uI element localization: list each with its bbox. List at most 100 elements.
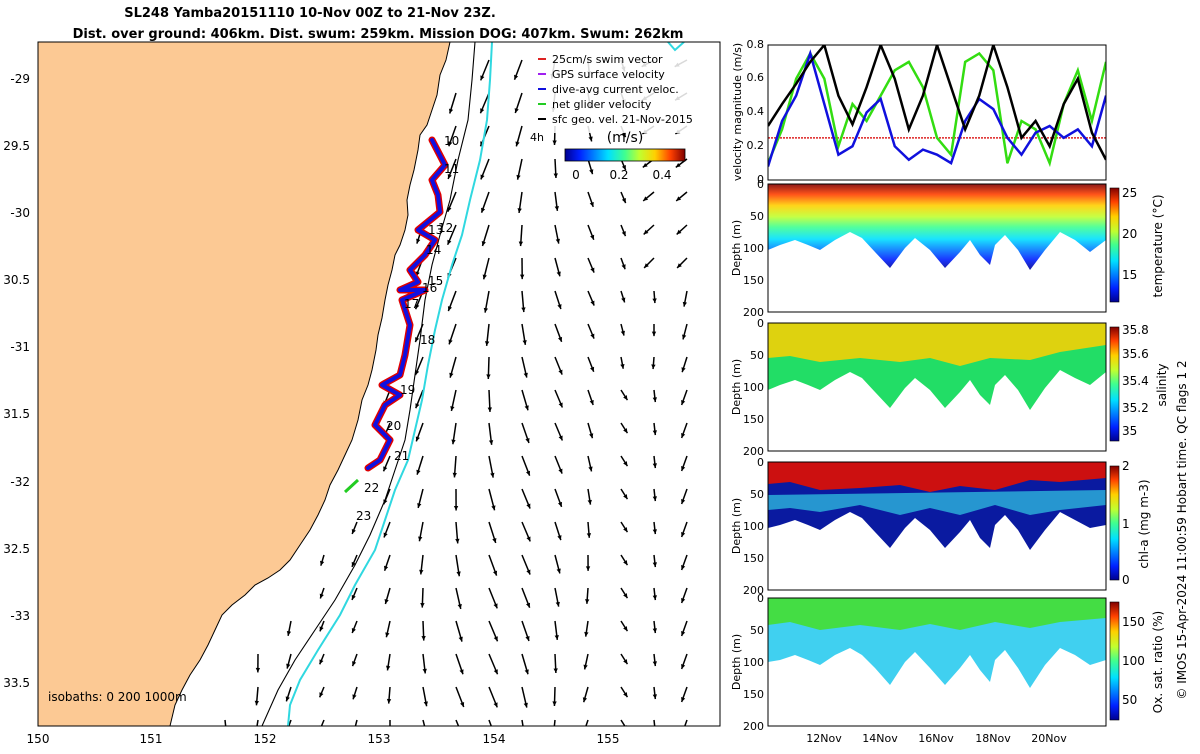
x-tick-label: 18Nov bbox=[975, 732, 1011, 745]
day-label: 13 bbox=[428, 223, 443, 237]
y-tick-label: -29 bbox=[10, 72, 30, 86]
velocity-point bbox=[1035, 120, 1036, 121]
velocity-point bbox=[965, 120, 966, 121]
velocity-point bbox=[1021, 120, 1022, 121]
y-tick-label: 150 bbox=[743, 413, 764, 426]
y-tick-label: 0 bbox=[757, 592, 764, 605]
velocity-point bbox=[1021, 154, 1022, 155]
velocity-point bbox=[1007, 87, 1008, 88]
oxygen-colorbar bbox=[1110, 602, 1119, 720]
x-tick-label: 155 bbox=[597, 732, 620, 746]
chla-colorbar bbox=[1110, 466, 1119, 580]
oxygen-ylabel: Depth (m) bbox=[730, 634, 743, 690]
velocity-point bbox=[781, 103, 782, 104]
velocity-point bbox=[866, 87, 867, 88]
map-colorbar-tick: 0.2 bbox=[609, 168, 628, 182]
x-tick-label: 14Nov bbox=[862, 732, 898, 745]
day-label: 14 bbox=[426, 243, 441, 257]
velocity-point bbox=[838, 146, 839, 147]
velocity-point bbox=[866, 120, 867, 121]
y-tick-label: 150 bbox=[743, 274, 764, 287]
velocity-arrowhead bbox=[681, 730, 685, 735]
y-tick-label: 100 bbox=[743, 520, 764, 533]
ref-arrow-label: 4h bbox=[530, 131, 544, 144]
velocity-point bbox=[796, 95, 797, 96]
velocity-point bbox=[1049, 163, 1050, 164]
velocity-point bbox=[1021, 137, 1022, 138]
map-colorbar-tick: 0 bbox=[572, 168, 580, 182]
velocity-point bbox=[838, 95, 839, 96]
velocity-arrowhead bbox=[353, 728, 357, 733]
day-label: 23 bbox=[356, 509, 371, 523]
legend-label: GPS surface velocity bbox=[552, 68, 665, 81]
temperature-ylabel: Depth (m) bbox=[730, 220, 743, 276]
x-tick-label: 153 bbox=[368, 732, 391, 746]
day-label: 17 bbox=[404, 297, 419, 311]
velocity-point bbox=[796, 83, 797, 84]
velocity-point bbox=[796, 78, 797, 79]
y-tick-label: 0 bbox=[757, 178, 764, 191]
colorbar-tick: 35.6 bbox=[1122, 347, 1149, 361]
velocity-point bbox=[908, 61, 909, 62]
oxygen-y-ticks: 0 50 100 150 200 bbox=[743, 592, 764, 733]
velocity-point bbox=[1077, 78, 1078, 79]
velocity-point bbox=[880, 98, 881, 99]
colorbar-tick: 150 bbox=[1122, 615, 1145, 629]
velocity-point bbox=[936, 154, 937, 155]
legend-label: 25cm/s swim vector bbox=[552, 53, 663, 66]
velocity-point bbox=[781, 120, 782, 121]
velocity-point bbox=[880, 95, 881, 96]
y-tick-label: 150 bbox=[743, 688, 764, 701]
velocity-point bbox=[894, 146, 895, 147]
day-label: 19 bbox=[400, 383, 415, 397]
velocity-point bbox=[1091, 146, 1092, 147]
y-tick-label: 31.5 bbox=[3, 407, 30, 421]
y-tick-label: 50 bbox=[750, 488, 764, 501]
velocity-point bbox=[1035, 129, 1036, 130]
velocity-arrowhead bbox=[425, 734, 429, 739]
colorbar-tick: 15 bbox=[1122, 268, 1137, 282]
velocity-point bbox=[866, 112, 867, 113]
salinity-colorbar-label: salinity bbox=[1155, 363, 1169, 406]
velocity-point bbox=[908, 129, 909, 130]
footer-note: © IMOS 15-Apr-2024 11:00:59 Hobart time.… bbox=[1175, 360, 1189, 699]
velocity-point bbox=[1063, 137, 1064, 138]
day-label: 21 bbox=[394, 449, 409, 463]
colorbar-tick: 2 bbox=[1122, 459, 1130, 473]
y-tick-label: 150 bbox=[743, 552, 764, 565]
y-tick-label: 50 bbox=[750, 349, 764, 362]
velocity-point bbox=[1049, 146, 1050, 147]
velocity-arrowhead bbox=[582, 730, 586, 735]
y-tick-label: 0.8 bbox=[747, 38, 765, 51]
y-tick-label: -30 bbox=[10, 206, 30, 220]
temperature-colorbar-label: temperature (°C) bbox=[1151, 195, 1165, 298]
salinity-ylabel: Depth (m) bbox=[730, 359, 743, 415]
map-panel: 10 11 12 13 14 15 16 17 18 19 20 21 22 2… bbox=[3, 42, 720, 746]
x-tick-label: 154 bbox=[483, 732, 506, 746]
x-tick-label: 20Nov bbox=[1031, 732, 1067, 745]
y-tick-label: -31 bbox=[10, 340, 30, 354]
velocity-point bbox=[852, 124, 853, 125]
day-label: 10 bbox=[444, 134, 459, 148]
oxygen-colorbar-label: Ox. sat. ratio (%) bbox=[1151, 611, 1165, 713]
chla-y-ticks: 0 50 100 150 200 bbox=[743, 456, 764, 597]
y-tick-label: 50 bbox=[750, 210, 764, 223]
velocity-point bbox=[838, 154, 839, 155]
velocity-point bbox=[852, 146, 853, 147]
velocity-arrowhead bbox=[285, 729, 289, 734]
y-tick-label: 0 bbox=[757, 317, 764, 330]
y-tick-label: 32.5 bbox=[3, 542, 30, 556]
y-tick-label: 30.5 bbox=[3, 273, 30, 287]
velocity-panel: velocity magnitude (m/s) 0 0.2 0.4 0.6 0… bbox=[731, 38, 1107, 186]
velocity-point bbox=[1063, 103, 1064, 104]
legend-label: dive-avg current veloc. bbox=[552, 83, 679, 96]
x-tick-label: 16Nov bbox=[918, 732, 954, 745]
velocity-point bbox=[810, 53, 811, 54]
colorbar-tick: 35.2 bbox=[1122, 401, 1149, 415]
temperature-y-ticks: 0 50 100 150 200 bbox=[743, 178, 764, 319]
day-label: 11 bbox=[444, 162, 459, 176]
velocity-arrowhead bbox=[225, 736, 229, 741]
velocity-point bbox=[1035, 132, 1036, 133]
oxygen-panel: Depth (m) 0 50 100 150 200 150 100 50 Ox… bbox=[730, 592, 1165, 745]
velocity-arrowhead bbox=[653, 727, 657, 732]
